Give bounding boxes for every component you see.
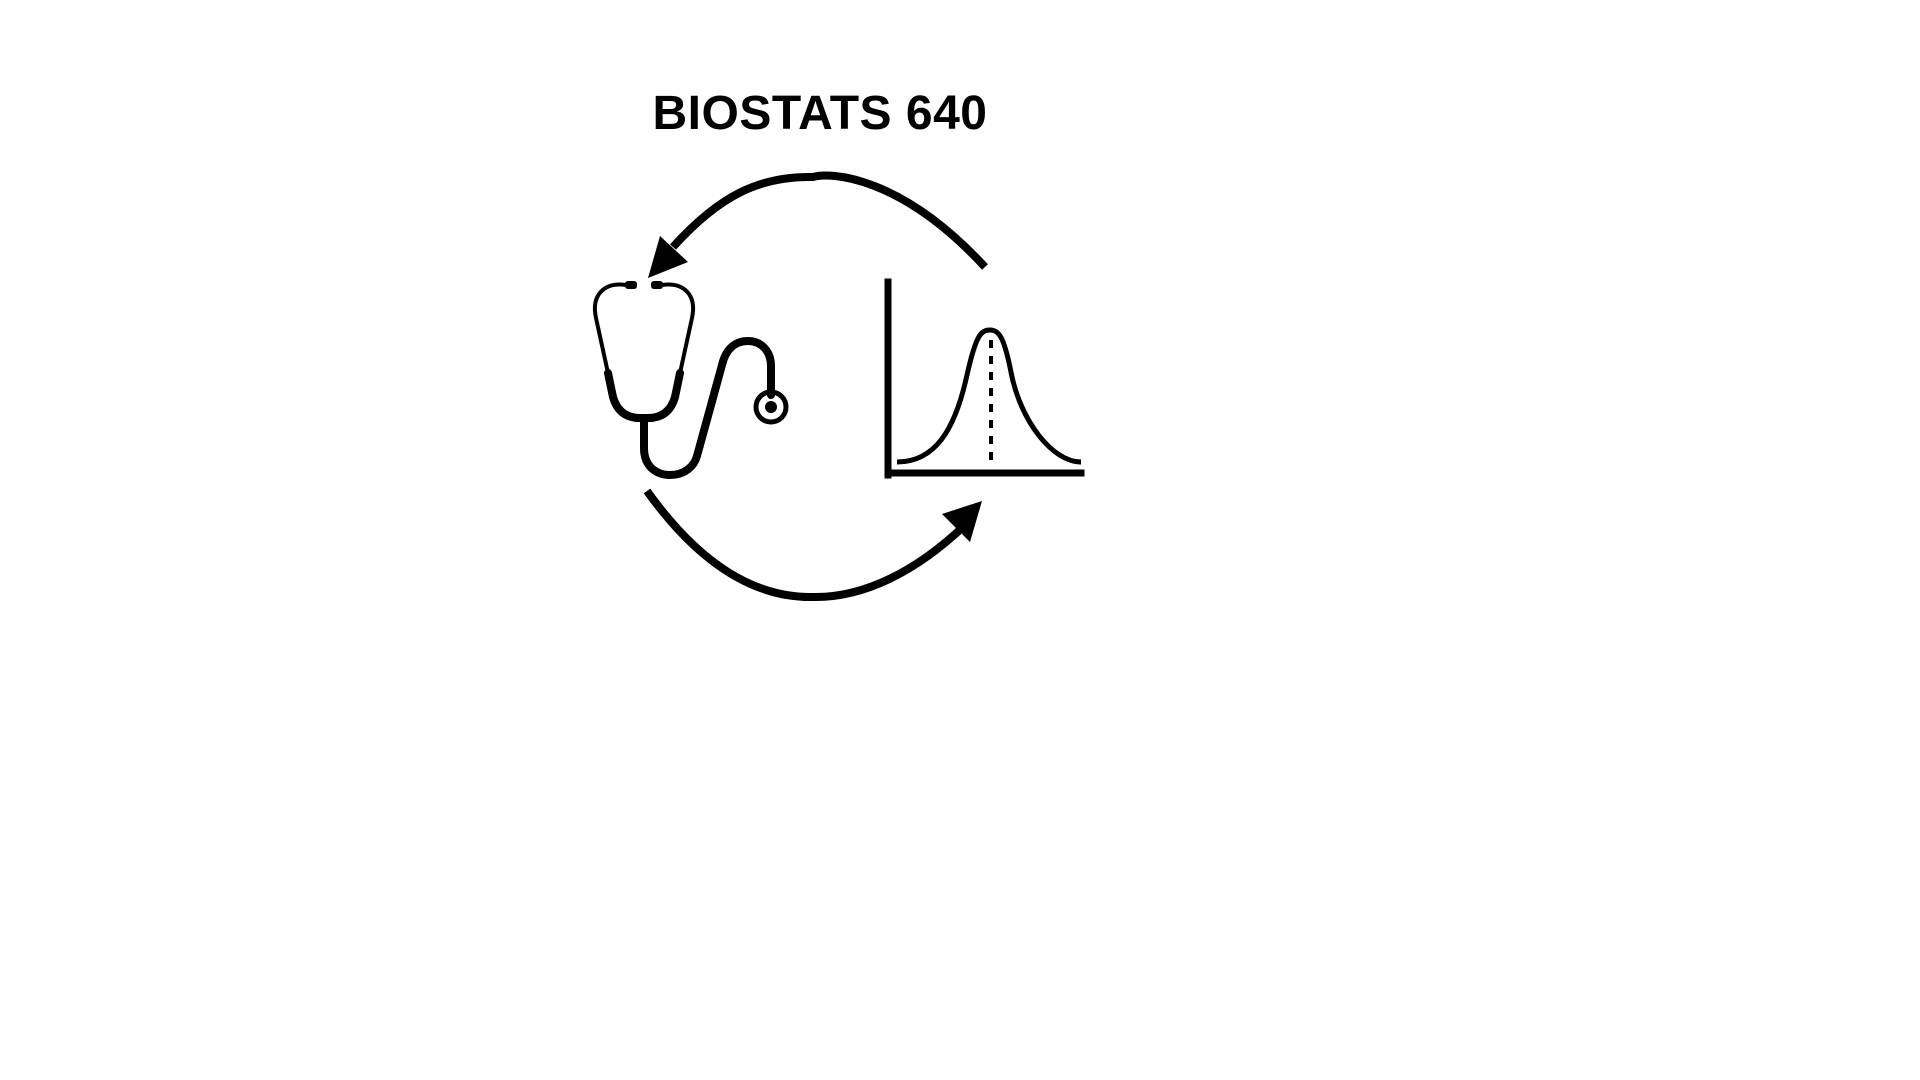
distribution-curve (896, 327, 1082, 465)
bottom-arrow (643, 488, 982, 602)
top-arrow (648, 171, 988, 278)
stethoscope-icon (592, 281, 789, 479)
diagram-title: BIOSTATS 640 (652, 87, 988, 140)
distribution-chart-icon (884, 278, 1085, 479)
